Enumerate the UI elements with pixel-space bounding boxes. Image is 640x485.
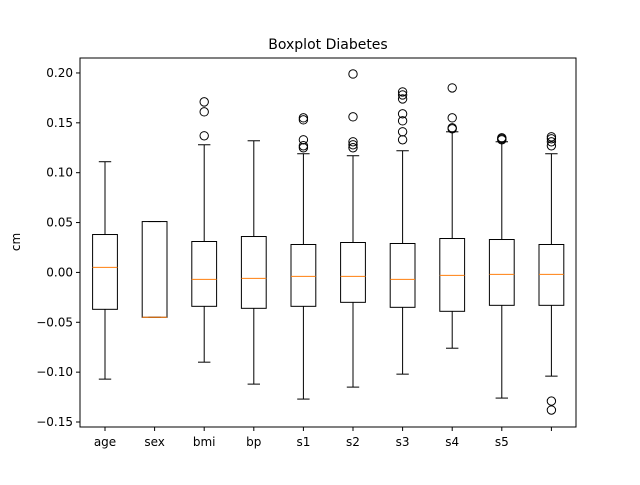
outlier-point xyxy=(348,137,358,147)
box xyxy=(191,241,218,307)
outlier-point xyxy=(199,107,209,117)
x-tick-label: bmi xyxy=(193,435,216,449)
outlier-point xyxy=(546,396,557,406)
outlier-point xyxy=(298,115,309,125)
y-axis-label: cm xyxy=(9,233,23,251)
outlier-point xyxy=(397,87,408,97)
x-tick-label: s4 xyxy=(445,435,459,449)
y-tick-label: −0.15 xyxy=(36,415,73,429)
outlier-point xyxy=(348,140,358,150)
outlier-point xyxy=(298,141,309,151)
x-tick-label: s3 xyxy=(396,435,410,449)
chart-title: Boxplot Diabetes xyxy=(268,37,387,53)
box xyxy=(240,236,267,309)
box xyxy=(389,242,416,308)
outlier-point xyxy=(397,90,408,100)
outlier-point xyxy=(348,69,358,79)
x-tick-label: bp xyxy=(246,435,261,449)
outlier-point xyxy=(298,135,309,145)
x-tick-label: sex xyxy=(144,435,165,449)
outlier-point xyxy=(546,137,557,147)
y-tick-label: 0.15 xyxy=(46,116,73,130)
outlier-point xyxy=(348,143,358,153)
box xyxy=(340,242,366,303)
axes-frame xyxy=(79,57,577,428)
box xyxy=(488,239,515,306)
y-tick-label: 0.20 xyxy=(46,66,73,80)
outlier-point xyxy=(546,141,557,151)
x-tick-label: s5 xyxy=(495,435,509,449)
outlier-point xyxy=(348,112,358,122)
outlier-point xyxy=(447,113,457,123)
box xyxy=(141,221,168,318)
y-tick-label: −0.10 xyxy=(36,365,73,379)
outlier-point xyxy=(397,127,408,137)
y-tick-label: 0.10 xyxy=(46,166,73,180)
y-tick-label: −0.05 xyxy=(36,315,73,329)
outlier-point xyxy=(298,143,309,153)
plot-area: −0.15 −0.10 −0.05 0.00 0.05 0.10 0.15 0.20 age se… xyxy=(36,57,577,449)
box xyxy=(290,243,317,307)
outlier-point xyxy=(546,132,557,142)
y-tick-label: 0.05 xyxy=(46,216,73,230)
box xyxy=(92,234,118,310)
x-tick-label: s1 xyxy=(296,435,310,449)
outlier-point xyxy=(397,116,408,126)
outlier-point xyxy=(397,109,408,119)
y-tick-label: 0.00 xyxy=(46,265,73,279)
outlier-point xyxy=(497,133,507,143)
outlier-point xyxy=(199,131,209,141)
outlier-point xyxy=(298,113,309,123)
outlier-point xyxy=(397,135,408,145)
outlier-point xyxy=(447,83,457,93)
x-tick-label: s2 xyxy=(346,435,360,449)
outlier-point xyxy=(199,97,209,107)
outlier-point xyxy=(447,123,457,133)
outlier-point xyxy=(397,94,408,104)
outlier-point xyxy=(546,405,557,415)
x-tick-label: age xyxy=(94,435,116,449)
